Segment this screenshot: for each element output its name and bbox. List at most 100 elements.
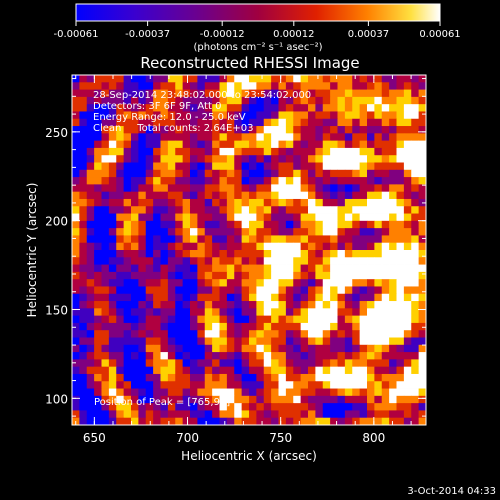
heatmap-cell [389, 301, 397, 309]
heatmap-cell [389, 271, 397, 280]
heatmap-cell [418, 366, 427, 375]
heatmap-cell [359, 118, 368, 127]
heatmap-cell [167, 235, 176, 244]
heatmap-cell [94, 184, 102, 193]
heatmap-cell [116, 395, 125, 404]
heatmap-cell [160, 228, 169, 236]
heatmap-cell [330, 126, 338, 134]
heatmap-cell [403, 279, 412, 287]
heatmap-cell [300, 417, 309, 426]
heatmap-cell [175, 308, 184, 317]
heatmap-cell [285, 111, 294, 120]
heatmap-cell [344, 111, 353, 120]
heatmap-cell [182, 126, 191, 134]
heatmap-cell [249, 147, 257, 156]
heatmap-cell [263, 96, 272, 105]
heatmap-cell [389, 184, 397, 193]
y-tick-label: 200 [45, 215, 68, 229]
heatmap-cell [344, 206, 353, 214]
heatmap-cell [293, 293, 302, 302]
heatmap-cell [337, 344, 346, 353]
heatmap-cell [344, 322, 353, 331]
heatmap-cell [123, 235, 132, 244]
heatmap-cell [374, 322, 383, 331]
heatmap-cell [396, 388, 405, 397]
heatmap-cell [293, 169, 302, 178]
heatmap-cell [352, 133, 361, 142]
heatmap-cell [138, 293, 147, 302]
heatmap-cell [293, 118, 302, 127]
heatmap-cell [212, 228, 220, 236]
heatmap-cell [72, 330, 80, 338]
heatmap-cell [131, 395, 139, 404]
heatmap-cell [167, 75, 176, 83]
heatmap-cell [344, 177, 353, 185]
heatmap-cell [160, 257, 169, 265]
heatmap-cell [212, 279, 220, 287]
heatmap-cell [212, 417, 220, 426]
heatmap-cell [182, 169, 191, 178]
heatmap-cell [167, 162, 176, 171]
heatmap-cell [359, 126, 368, 134]
heatmap-cell [256, 337, 265, 346]
heatmap-cell [308, 118, 316, 127]
heatmap-cell [94, 359, 102, 368]
heatmap-cell [167, 344, 176, 353]
heatmap-cell [167, 177, 176, 185]
heatmap-cell [190, 271, 198, 280]
heatmap-cell [108, 147, 117, 156]
heatmap-cell [167, 293, 176, 302]
heatmap-cell [381, 315, 390, 324]
heatmap-cell [367, 403, 375, 411]
heatmap-cell [396, 417, 405, 426]
heatmap-cell [79, 89, 88, 98]
heatmap-cell [374, 352, 383, 360]
heatmap-cell [226, 344, 235, 353]
heatmap-cell [182, 366, 191, 375]
heatmap-cell [403, 337, 412, 346]
heatmap-cell [204, 264, 213, 273]
heatmap-cell [403, 96, 412, 105]
heatmap-cell [131, 279, 139, 287]
heatmap-cell [190, 257, 198, 265]
heatmap-cell [381, 242, 390, 251]
heatmap-cell [197, 111, 206, 120]
heatmap-cell [175, 250, 184, 258]
heatmap-cell [256, 286, 265, 295]
heatmap-cell [72, 177, 80, 185]
heatmap-cell [160, 162, 169, 171]
heatmap-cell [389, 337, 397, 346]
heatmap-cell [212, 366, 220, 375]
heatmap-cell [330, 191, 338, 200]
heatmap-cell [337, 293, 346, 302]
heatmap-cell [367, 352, 375, 360]
heatmap-cell [278, 89, 287, 98]
heatmap-cell [337, 250, 346, 258]
heatmap-cell [123, 198, 132, 207]
heatmap-cell [418, 395, 427, 404]
heatmap-cell [101, 126, 110, 134]
heatmap-cell [175, 213, 184, 222]
heatmap-cell [108, 344, 117, 353]
heatmap-cell [153, 366, 161, 375]
heatmap-cell [278, 315, 287, 324]
heatmap-cell [337, 417, 346, 426]
heatmap-cell [94, 250, 102, 258]
heatmap-cell [411, 293, 420, 302]
heatmap-cell [175, 104, 184, 112]
heatmap-cell [367, 264, 375, 273]
heatmap-cell [263, 366, 272, 375]
heatmap-cell [145, 293, 154, 302]
heatmap-cell [300, 96, 309, 105]
heatmap-cell [197, 242, 206, 251]
heatmap-cell [167, 330, 176, 338]
heatmap-cell [403, 133, 412, 142]
heatmap-cell [72, 126, 80, 134]
heatmap-cell [315, 403, 324, 411]
heatmap-cell [241, 250, 250, 258]
heatmap-cell [175, 352, 184, 360]
heatmap-cell [396, 155, 405, 163]
heatmap-cell [381, 308, 390, 317]
heatmap-cell [108, 271, 117, 280]
heatmap-cell [285, 330, 294, 338]
